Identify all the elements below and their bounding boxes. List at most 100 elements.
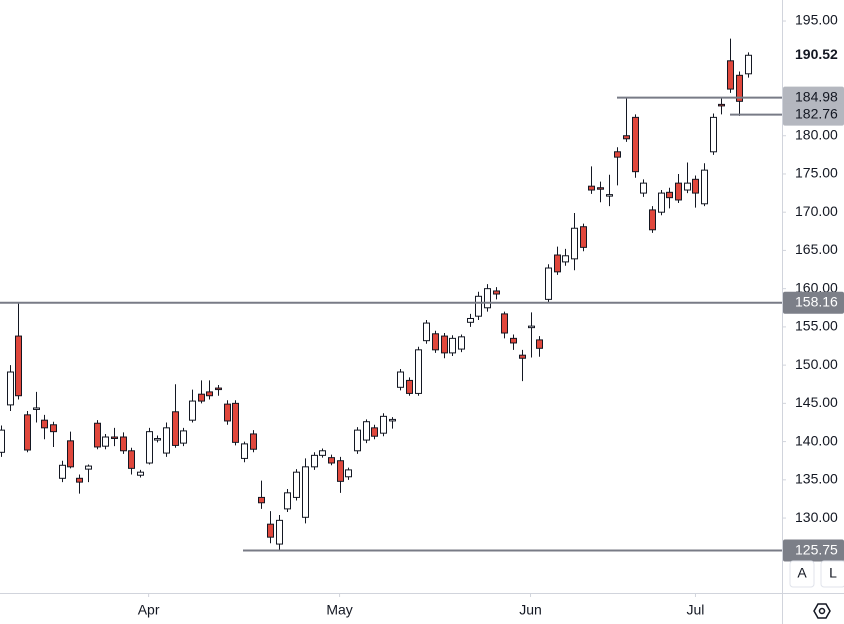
candle-body: [120, 436, 127, 452]
price-label-box: [783, 291, 844, 314]
settings-icon-dot: [818, 607, 826, 615]
x-tick-label: May: [326, 602, 352, 618]
scale-button[interactable]: [820, 560, 844, 588]
y-tick-label: 130.00: [795, 509, 838, 525]
candle-body: [224, 403, 231, 422]
candle-body: [666, 191, 673, 199]
candle-body: [640, 182, 647, 194]
candle-body: [658, 192, 665, 213]
candle-body: [597, 187, 604, 190]
candle-body: [475, 295, 482, 317]
candle-body: [423, 322, 430, 342]
candle-body: [94, 422, 101, 448]
price-label: 184.98: [795, 88, 838, 104]
candle-body: [111, 436, 118, 440]
candle-body: [441, 335, 448, 354]
candle-body: [484, 288, 491, 309]
scale-button[interactable]: [789, 560, 815, 588]
candle-body: [59, 464, 66, 479]
price-label: 182.76: [795, 105, 838, 121]
candle-body: [311, 454, 318, 468]
candle-body: [727, 60, 734, 90]
scale-button-label[interactable]: L: [829, 565, 837, 581]
candle-body: [15, 335, 22, 397]
price-label: 158.16: [795, 293, 838, 309]
candle-body: [649, 209, 656, 231]
candle-body: [580, 226, 587, 248]
candle-body: [406, 379, 413, 394]
candle-body: [501, 313, 508, 334]
candle-body: [180, 430, 187, 444]
candle-body: [493, 290, 500, 295]
candle-body: [154, 438, 161, 441]
candle-body: [380, 415, 387, 434]
candle-body: [415, 349, 422, 394]
candle-body: [284, 492, 291, 510]
settings-button[interactable]: [813, 603, 831, 619]
price-label-box: [783, 103, 844, 126]
candle-body: [449, 337, 456, 354]
candle-body: [623, 135, 630, 140]
y-tick-label: 180.00: [795, 126, 838, 142]
candle-body: [345, 469, 352, 478]
candle-body: [632, 116, 639, 173]
candle-body: [250, 433, 257, 450]
y-tick-label: 140.00: [795, 432, 838, 448]
y-tick-label: 175.00: [795, 165, 838, 181]
candle-body: [41, 419, 48, 429]
candle-body: [606, 194, 613, 197]
candle-body: [337, 460, 344, 482]
x-tick-label: Jul: [687, 602, 705, 618]
candle-body: [102, 436, 109, 447]
candle-body: [745, 54, 752, 75]
candle-body: [710, 116, 717, 153]
y-tick-label: 195.00: [795, 12, 838, 28]
candle-body: [302, 466, 309, 518]
price-label-box: [783, 539, 844, 562]
x-tick-label: Apr: [138, 602, 160, 618]
candle-body: [458, 336, 465, 350]
candle-body: [701, 169, 708, 205]
candle-body: [258, 496, 265, 504]
scale-button-label[interactable]: A: [797, 565, 807, 581]
candle-body: [328, 457, 335, 464]
candle-body: [146, 431, 153, 464]
candle-body: [319, 450, 326, 456]
last-price-label: 190.52: [795, 46, 838, 62]
candle-body: [554, 254, 561, 273]
y-tick-label: 145.00: [795, 394, 838, 410]
candle-body: [562, 255, 569, 263]
candle-body: [736, 74, 743, 102]
y-tick-label: 170.00: [795, 203, 838, 219]
candle-body: [215, 387, 222, 391]
candle-body: [67, 440, 74, 468]
candle-body: [198, 393, 205, 402]
candle-body: [528, 325, 535, 329]
candle-body: [684, 182, 691, 191]
candle-body: [293, 471, 300, 498]
candle-body: [206, 391, 213, 397]
candle-body: [536, 339, 543, 349]
candle-body: [692, 178, 699, 194]
candle-body: [588, 185, 595, 191]
candle-body: [571, 227, 578, 260]
candle-body: [675, 182, 682, 201]
candle-body: [232, 402, 239, 443]
candle-body: [519, 354, 526, 359]
candle-body: [432, 333, 439, 351]
candle-body: [0, 429, 5, 453]
candle-body: [128, 450, 135, 469]
candle-body: [172, 411, 179, 446]
y-tick-label: 160.00: [795, 279, 838, 295]
candles: [0, 38, 752, 551]
candle-body: [510, 337, 517, 344]
y-tick-label: 135.00: [795, 471, 838, 487]
candle-body: [354, 429, 361, 452]
candle-body: [50, 424, 57, 433]
candle-body: [363, 421, 370, 441]
y-tick-label: 150.00: [795, 356, 838, 372]
price-label-box: [783, 86, 844, 109]
candle-body: [545, 267, 552, 300]
candle-body: [389, 418, 396, 422]
